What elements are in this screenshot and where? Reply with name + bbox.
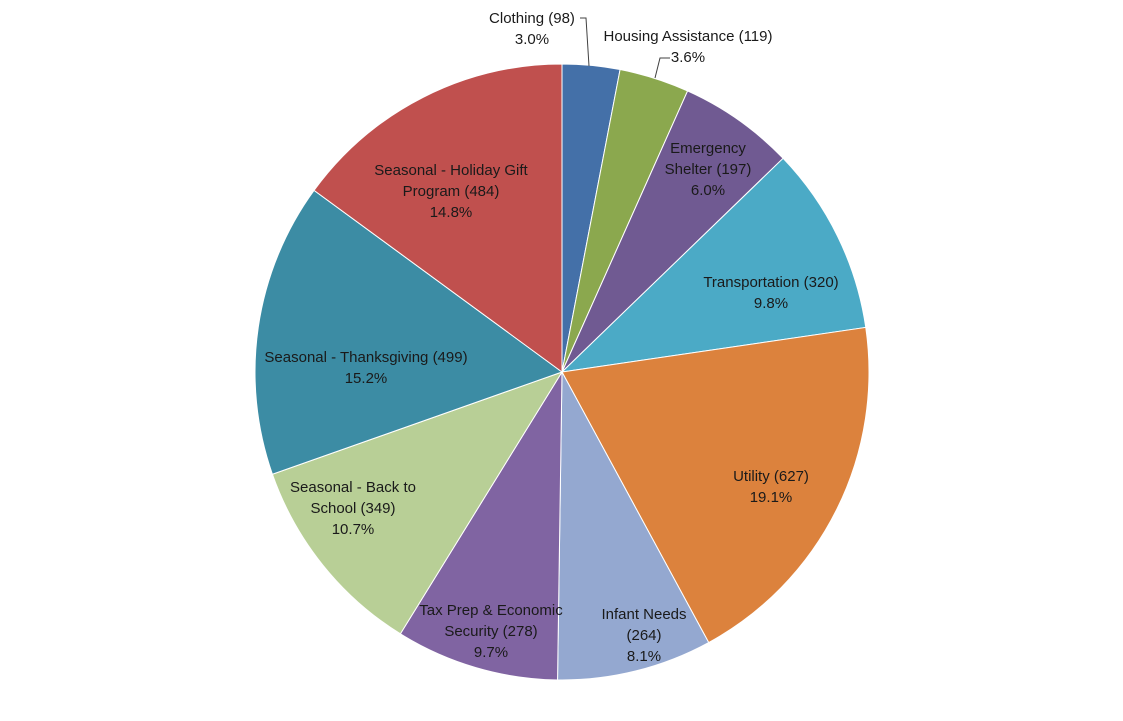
slice-label-tax-prep-economic-security: Tax Prep & Economic Security (278) 9.7% [419,602,563,661]
slice-label-seasonal-back-to-school: Seasonal - Back to School (349) 10.7% [290,479,416,538]
slice-label-emergency-shelter: Emergency Shelter (197) 6.0% [665,140,752,199]
pie-slice-infant-needs [557,370,710,681]
slice-label-clothing: Clothing (98) 3.0% [489,10,575,48]
slice-label-seasonal-thanksgiving: Seasonal - Thanksgiving (499) 15.2% [264,349,467,387]
slice-label-housing-assistance: Housing Assistance (119) 3.6% [604,28,773,66]
slice-labels: Clothing (98) 3.0% Housing Assistance (119… [264,10,838,665]
slice-label-transportation: Transportation (320) 9.8% [703,274,838,312]
pie-slice-seasonal-thanksgiving [254,189,564,475]
pie-slice-emergency-shelter [561,90,784,373]
pie-slice-tax-prep-economic-security [399,370,563,681]
slice-label-utility: Utility (627) 19.1% [733,468,809,506]
slice-label-seasonal-holiday-gift-program: Seasonal - Holiday Gift Program (484) 14.8… [374,162,528,221]
pie-slices [254,63,870,681]
pie-slice-transportation [560,157,867,373]
leader-line-housing-assistance [654,57,670,79]
pie-slice-utility [561,326,870,644]
leader-lines [580,17,670,79]
pie-slice-seasonal-back-to-school [271,371,564,635]
leader-line-clothing [580,17,590,67]
slice-label-infant-needs: Infant Needs (264) 8.1% [601,606,686,665]
pie-slice-seasonal-holiday-gift-program [313,63,563,373]
